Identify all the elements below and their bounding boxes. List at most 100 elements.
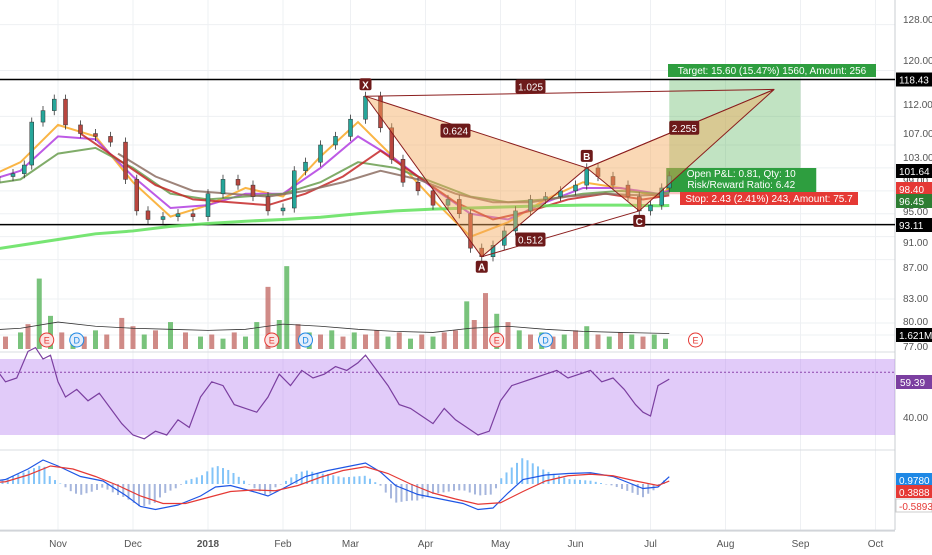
candle-body bbox=[490, 245, 496, 257]
volume-bar bbox=[408, 338, 413, 349]
price-axis: 128.00 120.00 112.00 107.00 103.00 99.00 95.00… bbox=[895, 15, 932, 513]
event-marker bbox=[688, 332, 703, 348]
volume-bar bbox=[396, 332, 402, 349]
volume-bar bbox=[351, 332, 357, 349]
macd-histogram-bar bbox=[605, 484, 608, 485]
macd-histogram-bar bbox=[647, 484, 650, 494]
price-badge-box bbox=[896, 182, 932, 196]
price-tick-label: 87.00 bbox=[903, 263, 928, 274]
time-tick-label: Jul bbox=[644, 539, 657, 550]
macd-signal-line bbox=[0, 465, 670, 505]
macd-histogram-bar bbox=[610, 484, 613, 486]
volume-bar bbox=[183, 332, 188, 349]
macd-histogram-bar bbox=[164, 484, 167, 493]
price-badge-box bbox=[896, 164, 932, 178]
macd-histogram-bar bbox=[222, 468, 224, 484]
time-tick-label: Dec bbox=[124, 539, 142, 550]
macd-histogram-bar bbox=[38, 465, 41, 484]
macd-histogram-bar bbox=[626, 484, 629, 491]
price-tick-label: 103.00 bbox=[903, 153, 932, 164]
candle-body bbox=[160, 216, 166, 220]
macd-histogram-bar bbox=[258, 484, 261, 492]
volume-bar bbox=[265, 286, 271, 349]
price-tick-label: 120.00 bbox=[903, 56, 932, 67]
macd-histogram-bar bbox=[600, 483, 602, 484]
candle-body bbox=[40, 110, 46, 123]
macd-histogram-bar bbox=[80, 484, 83, 495]
candle-body bbox=[513, 210, 518, 232]
macd-histogram-bar bbox=[489, 484, 492, 495]
time-tick-label: Mar bbox=[342, 539, 360, 550]
volume-bar bbox=[573, 330, 578, 349]
candle-body bbox=[659, 187, 664, 206]
candle-body bbox=[292, 170, 297, 209]
macd-histogram-bar bbox=[521, 458, 524, 484]
volume-bar bbox=[284, 266, 290, 349]
target-label: Target: 15.60 (15.47%) 1560, Amount: 256 bbox=[678, 66, 867, 77]
macd-histogram-bar bbox=[127, 484, 130, 500]
time-tick-label: May bbox=[491, 539, 510, 550]
macd-badge-box bbox=[896, 473, 932, 486]
macd-histogram-bar bbox=[621, 484, 623, 489]
volume-bar bbox=[168, 322, 173, 349]
pattern-triangle-xab bbox=[364, 95, 588, 258]
macd-histogram-bar bbox=[300, 471, 303, 484]
macd-badge-box bbox=[896, 485, 932, 498]
price-candles bbox=[0, 91, 672, 262]
moving-average-line bbox=[117, 152, 670, 204]
macd-histogram-bar bbox=[547, 471, 550, 484]
pattern-ratio-box bbox=[440, 123, 471, 138]
candle-body bbox=[348, 118, 353, 137]
macd-histogram-bar bbox=[54, 480, 56, 484]
volume-bar bbox=[629, 334, 635, 349]
volume-bar bbox=[464, 301, 470, 349]
moving-averages bbox=[0, 120, 670, 250]
candle-body bbox=[175, 213, 181, 217]
candle-body bbox=[235, 179, 241, 186]
macd-histogram-bar bbox=[279, 484, 282, 485]
earnings-event-label: E bbox=[44, 336, 50, 346]
candle-body bbox=[415, 181, 421, 192]
candle-body bbox=[93, 133, 98, 137]
time-tick-label: Oct bbox=[868, 539, 884, 550]
pattern-ratio-label: 0.512 bbox=[518, 236, 543, 247]
macd-histogram-bar bbox=[185, 480, 188, 484]
macd-histogram-bar bbox=[169, 484, 172, 491]
rsi-badge-label: 59.39 bbox=[900, 378, 925, 389]
macd-histogram-bar bbox=[432, 484, 434, 494]
macd-histogram-bar bbox=[117, 484, 119, 495]
macd-histogram-bar bbox=[537, 466, 539, 484]
event-marker bbox=[489, 332, 505, 348]
pnl-box bbox=[666, 168, 817, 192]
macd-histogram-bar bbox=[201, 475, 203, 484]
pattern-ratio-box bbox=[515, 232, 546, 247]
candle-body bbox=[123, 141, 128, 180]
harmonic-pattern: X A B C 0.624 1.025 0.512 2.255 bbox=[359, 78, 775, 274]
volume-bar bbox=[441, 332, 447, 349]
macd-histogram-bar bbox=[474, 484, 476, 495]
macd-histogram-bar bbox=[369, 478, 371, 484]
price-badge-label: 118.43 bbox=[899, 76, 929, 87]
macd-histogram-bar bbox=[353, 476, 356, 484]
volume-bar bbox=[81, 336, 87, 349]
macd-histogram-bar bbox=[237, 476, 240, 484]
macd-histogram-bar bbox=[227, 469, 230, 484]
time-tick-label: 2018 bbox=[197, 539, 220, 550]
volume-bar bbox=[494, 313, 500, 349]
volume-bar bbox=[276, 320, 282, 349]
event-marker bbox=[69, 332, 85, 348]
volume-bar bbox=[93, 330, 98, 349]
pattern-ratio-label: 2.255 bbox=[672, 124, 697, 135]
candle-body bbox=[625, 184, 631, 197]
volume-bar bbox=[48, 315, 53, 349]
pattern-point-marker bbox=[580, 149, 593, 162]
volume-bar bbox=[516, 330, 522, 349]
macd-histogram-bar bbox=[531, 463, 534, 484]
macd-histogram-bar bbox=[243, 480, 245, 484]
price-badge-label: 1.621M bbox=[899, 331, 932, 342]
price-badge-box bbox=[896, 328, 932, 342]
event-marker bbox=[39, 332, 55, 348]
volume-ma-line bbox=[0, 321, 670, 334]
